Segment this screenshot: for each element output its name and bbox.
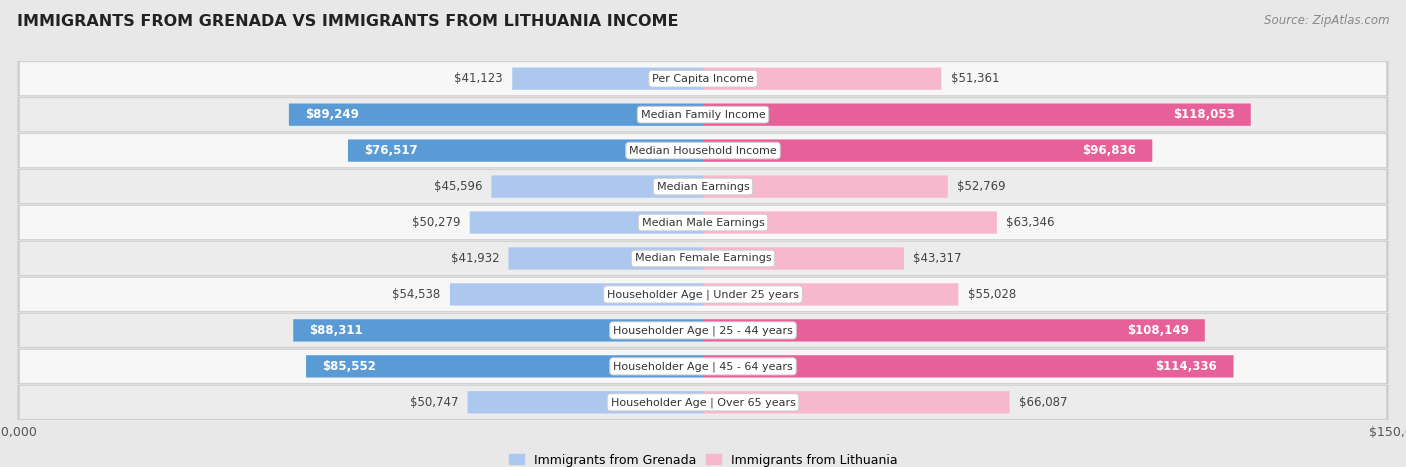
FancyBboxPatch shape [17,241,1389,276]
Text: $50,747: $50,747 [409,396,458,409]
Text: $41,123: $41,123 [454,72,503,85]
Text: Median Earnings: Median Earnings [657,182,749,191]
FancyBboxPatch shape [347,140,703,162]
FancyBboxPatch shape [17,385,1389,420]
FancyBboxPatch shape [20,98,1386,132]
Text: $55,028: $55,028 [967,288,1017,301]
FancyBboxPatch shape [703,212,997,234]
Legend: Immigrants from Grenada, Immigrants from Lithuania: Immigrants from Grenada, Immigrants from… [503,449,903,467]
Text: $66,087: $66,087 [1019,396,1067,409]
FancyBboxPatch shape [17,61,1389,96]
Text: $88,311: $88,311 [309,324,363,337]
Text: $118,053: $118,053 [1173,108,1234,121]
FancyBboxPatch shape [703,248,904,269]
Text: Per Capita Income: Per Capita Income [652,74,754,84]
Text: $52,769: $52,769 [957,180,1005,193]
Text: Median Household Income: Median Household Income [628,146,778,156]
FancyBboxPatch shape [20,313,1386,347]
Text: $43,317: $43,317 [914,252,962,265]
FancyBboxPatch shape [703,391,1010,413]
FancyBboxPatch shape [509,248,703,269]
FancyBboxPatch shape [20,134,1386,168]
FancyBboxPatch shape [17,133,1389,168]
Text: $114,336: $114,336 [1156,360,1218,373]
FancyBboxPatch shape [703,176,948,198]
Text: $54,538: $54,538 [392,288,440,301]
FancyBboxPatch shape [307,355,703,377]
Text: Median Family Income: Median Family Income [641,110,765,120]
Text: $51,361: $51,361 [950,72,1000,85]
FancyBboxPatch shape [17,205,1389,240]
Text: Householder Age | Under 25 years: Householder Age | Under 25 years [607,289,799,300]
FancyBboxPatch shape [492,176,703,198]
Text: Householder Age | 45 - 64 years: Householder Age | 45 - 64 years [613,361,793,372]
FancyBboxPatch shape [17,97,1389,132]
Text: $108,149: $108,149 [1126,324,1188,337]
FancyBboxPatch shape [450,283,703,305]
FancyBboxPatch shape [512,68,703,90]
FancyBboxPatch shape [17,349,1389,384]
Text: $85,552: $85,552 [322,360,377,373]
FancyBboxPatch shape [703,140,1153,162]
Text: $63,346: $63,346 [1007,216,1054,229]
Text: IMMIGRANTS FROM GRENADA VS IMMIGRANTS FROM LITHUANIA INCOME: IMMIGRANTS FROM GRENADA VS IMMIGRANTS FR… [17,14,678,29]
FancyBboxPatch shape [20,385,1386,419]
Text: $41,932: $41,932 [450,252,499,265]
FancyBboxPatch shape [20,241,1386,276]
FancyBboxPatch shape [468,391,703,413]
Text: $76,517: $76,517 [364,144,418,157]
FancyBboxPatch shape [20,277,1386,311]
FancyBboxPatch shape [20,62,1386,96]
Text: Householder Age | 25 - 44 years: Householder Age | 25 - 44 years [613,325,793,336]
FancyBboxPatch shape [17,313,1389,348]
Text: $50,279: $50,279 [412,216,460,229]
Text: Householder Age | Over 65 years: Householder Age | Over 65 years [610,397,796,408]
FancyBboxPatch shape [20,349,1386,383]
FancyBboxPatch shape [703,104,1251,126]
Text: Median Female Earnings: Median Female Earnings [634,254,772,263]
Text: $96,836: $96,836 [1083,144,1136,157]
FancyBboxPatch shape [703,319,1205,341]
FancyBboxPatch shape [17,169,1389,204]
Text: Source: ZipAtlas.com: Source: ZipAtlas.com [1264,14,1389,27]
FancyBboxPatch shape [703,68,941,90]
FancyBboxPatch shape [294,319,703,341]
FancyBboxPatch shape [288,104,703,126]
FancyBboxPatch shape [17,277,1389,312]
Text: $45,596: $45,596 [433,180,482,193]
FancyBboxPatch shape [703,355,1233,377]
FancyBboxPatch shape [470,212,703,234]
Text: Median Male Earnings: Median Male Earnings [641,218,765,227]
FancyBboxPatch shape [703,283,959,305]
FancyBboxPatch shape [20,170,1386,204]
FancyBboxPatch shape [20,205,1386,240]
Text: $89,249: $89,249 [305,108,359,121]
